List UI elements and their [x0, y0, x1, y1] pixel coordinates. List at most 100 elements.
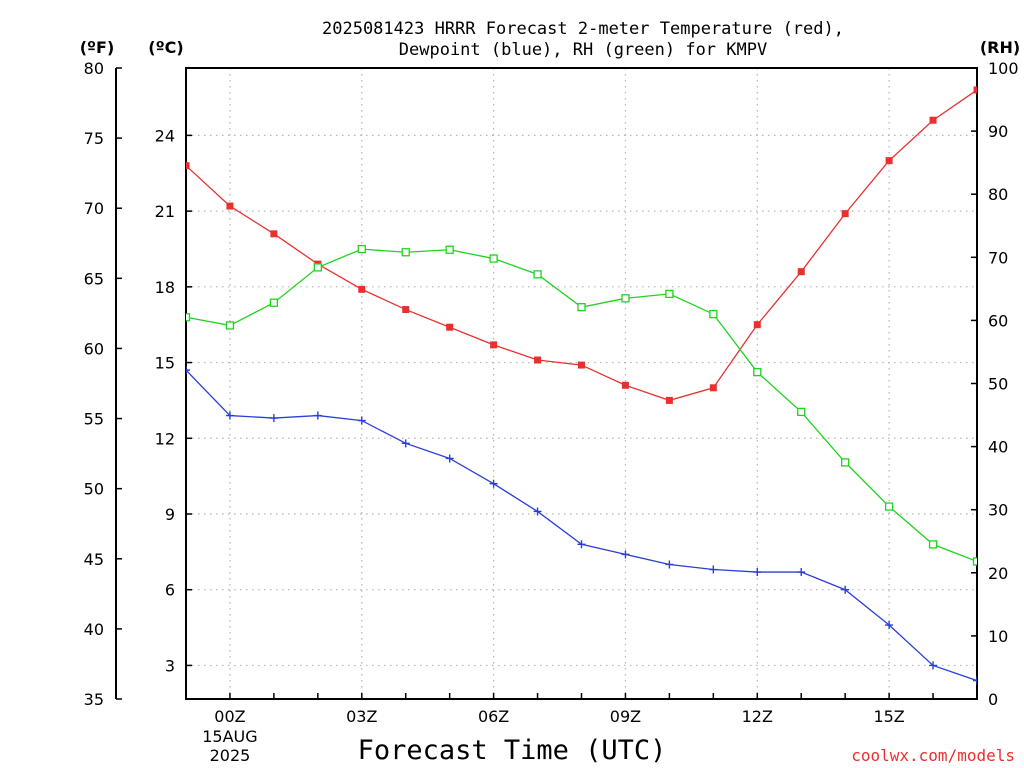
temperature-point [973, 86, 977, 94]
rh-tick-label: 80 [988, 185, 1008, 204]
fahrenheit-tick-label: 40 [84, 620, 104, 639]
celsius-tick-label: 12 [155, 429, 175, 448]
rh-point [357, 244, 366, 254]
rh-tick-label: 10 [988, 627, 1008, 646]
dewpoint-point [665, 560, 674, 569]
temperature-point [885, 157, 893, 165]
temperature-point [270, 230, 278, 238]
dewpoint-point [621, 550, 630, 559]
series-layer [186, 86, 977, 685]
temperature-point [490, 341, 498, 349]
rh-unit-label: (RH) [980, 38, 1020, 57]
dewpoint-point [357, 416, 366, 425]
rh-point [269, 298, 279, 307]
fahrenheit-tick-label: 70 [84, 199, 104, 218]
celsius-tick-label: 21 [155, 202, 175, 221]
temperature-point [841, 210, 849, 218]
dewpoint-point [445, 454, 454, 463]
rh-tick-label: 60 [988, 311, 1008, 330]
rh-point [489, 254, 498, 263]
fahrenheit-tick-label: 35 [84, 690, 104, 709]
rh-series [186, 244, 977, 566]
rh-point [928, 540, 938, 549]
time-tick-label: 00Z [214, 707, 245, 726]
temperature-point [446, 323, 454, 331]
temperature-point [358, 285, 366, 293]
celsius-axis: 3 6 9 12 15 18 21 24 [155, 126, 192, 675]
time-tick-label: 03Z [346, 707, 377, 726]
dewpoint-point [269, 414, 278, 423]
time-tick-label: 06Z [478, 707, 509, 726]
temperature-series [186, 86, 977, 404]
rh-point [665, 289, 674, 299]
rh-point [445, 245, 454, 254]
temperature-point [534, 356, 542, 364]
time-tick-date: 15AUG [202, 727, 257, 746]
chart-title-line1: 2025081423 HRRR Forecast 2-meter Tempera… [322, 19, 844, 39]
fahrenheit-tick-label: 65 [84, 269, 104, 288]
rh-point [884, 502, 894, 511]
rh-point [753, 367, 762, 377]
rh-tick-label: 0 [988, 690, 998, 709]
plot-frame [185, 67, 978, 700]
dewpoint-point [709, 565, 718, 574]
rh-axis: 0 10 20 30 40 50 60 70 80 90 100 [971, 59, 1019, 709]
site-credit: coolwx.com/models [851, 746, 1015, 765]
temperature-point [753, 321, 761, 329]
grid-lines [186, 68, 977, 699]
temperature-point [621, 381, 629, 389]
fahrenheit-tick-label: 55 [84, 410, 104, 429]
dewpoint-point [973, 676, 977, 685]
rh-point [401, 248, 410, 257]
rh-point [797, 407, 806, 417]
rh-tick-label: 50 [988, 375, 1008, 394]
fahrenheit-unit-label: (ºF) [80, 38, 115, 57]
temperature-point [578, 361, 585, 369]
rh-point [577, 302, 586, 312]
rh-point [225, 321, 235, 330]
dewpoint-point [885, 621, 894, 630]
rh-point [313, 263, 322, 272]
dewpoint-point [753, 568, 762, 577]
temperature-point [665, 396, 673, 404]
dewpoint-point [797, 568, 806, 577]
rh-point [186, 313, 191, 322]
time-tick-label: 15Z [873, 707, 904, 726]
celsius-tick-label: 18 [155, 278, 175, 297]
temperature-point [797, 268, 805, 276]
celsius-tick-label: 3 [165, 656, 175, 675]
celsius-tick-label: 9 [165, 505, 175, 524]
dewpoint-point [929, 661, 938, 670]
fahrenheit-tick-label: 60 [84, 339, 104, 358]
rh-tick-label: 70 [988, 248, 1008, 267]
temperature-point [929, 116, 937, 124]
rh-point [709, 309, 718, 319]
rh-point [972, 557, 977, 566]
fahrenheit-tick-label: 80 [84, 59, 104, 78]
dewpoint-point [225, 411, 234, 420]
temperature-point [186, 162, 190, 170]
chart-title-line2: Dewpoint (blue), RH (green) for KMPV [399, 40, 767, 60]
rh-tick-label: 100 [988, 59, 1019, 78]
temperature-point [226, 202, 234, 210]
celsius-unit-label: (ºC) [148, 38, 183, 57]
time-tick-label: 12Z [742, 707, 773, 726]
dewpoint-point [533, 507, 542, 516]
rh-tick-label: 40 [988, 438, 1008, 457]
celsius-tick-label: 6 [165, 581, 175, 600]
rh-point [841, 458, 850, 467]
dewpoint-point [186, 366, 190, 375]
dewpoint-series [186, 366, 977, 685]
dewpoint-line [186, 369, 977, 682]
celsius-tick-label: 24 [155, 126, 175, 145]
dewpoint-point [577, 540, 586, 549]
temperature-point [402, 306, 410, 314]
rh-tick-label: 30 [988, 501, 1008, 520]
fahrenheit-axis: 35 40 45 50 55 60 65 70 75 80 [84, 59, 122, 709]
rh-point [533, 270, 542, 279]
temperature-line [186, 89, 977, 402]
dewpoint-point [401, 439, 410, 448]
fahrenheit-tick-label: 50 [84, 480, 104, 499]
time-tick-label: 09Z [610, 707, 641, 726]
